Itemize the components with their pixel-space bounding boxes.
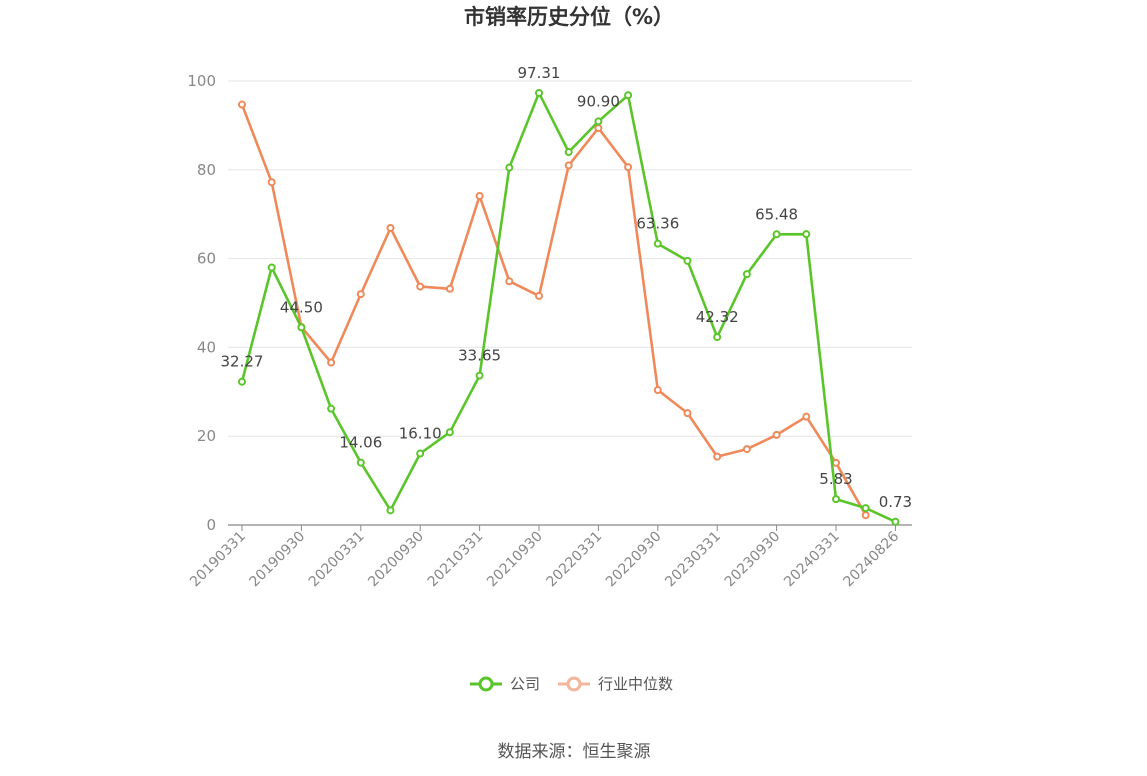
data-point-industry-median[interactable] bbox=[861, 511, 870, 520]
data-point-industry-median[interactable] bbox=[772, 430, 781, 439]
legend-item-industry-median[interactable]: 行业中位数 bbox=[558, 675, 673, 693]
data-point-industry-median[interactable] bbox=[386, 223, 395, 232]
data-point-company[interactable] bbox=[475, 371, 484, 380]
x-tick-label: 20230930 bbox=[722, 529, 784, 591]
data-point-company[interactable] bbox=[535, 88, 543, 97]
chart-title: 市销率历史分位（%） bbox=[464, 5, 674, 29]
series-line-industry-median bbox=[240, 104, 867, 516]
x-tick-label: 20230331 bbox=[662, 529, 724, 591]
data-point-company[interactable] bbox=[327, 404, 336, 413]
legend-marker-industry-median bbox=[566, 676, 582, 692]
data-point-company[interactable] bbox=[772, 230, 781, 239]
data-point-industry-median[interactable] bbox=[742, 445, 751, 454]
data-label: 32.27 bbox=[221, 353, 264, 371]
x-tick-label: 20200331 bbox=[306, 529, 368, 591]
x-tick-label: 20190930 bbox=[247, 529, 309, 591]
data-point-industry-median[interactable] bbox=[416, 282, 425, 291]
data-point-company[interactable] bbox=[832, 495, 840, 504]
legend-item-company[interactable]: 公司 bbox=[470, 675, 540, 693]
data-point-company[interactable] bbox=[713, 333, 722, 342]
data-point-industry-median[interactable] bbox=[238, 100, 246, 109]
data-point-company[interactable] bbox=[742, 270, 751, 279]
data-label: 97.31 bbox=[518, 64, 561, 82]
data-point-industry-median[interactable] bbox=[445, 284, 454, 293]
data-point-industry-median[interactable] bbox=[832, 458, 840, 467]
data-point-company[interactable] bbox=[297, 323, 306, 332]
y-tick-label: 20 bbox=[197, 427, 216, 445]
y-tick-label: 60 bbox=[197, 250, 216, 268]
legend-label-industry-median: 行业中位数 bbox=[598, 675, 673, 693]
data-point-company[interactable] bbox=[891, 517, 900, 526]
data-point-company[interactable] bbox=[802, 230, 811, 239]
data-point-industry-median[interactable] bbox=[356, 290, 365, 299]
data-point-industry-median[interactable] bbox=[535, 291, 543, 300]
data-point-industry-median[interactable] bbox=[267, 178, 276, 187]
legend-marker-company bbox=[478, 676, 494, 692]
data-point-company[interactable] bbox=[238, 377, 246, 386]
data-label: 63.36 bbox=[636, 215, 679, 233]
data-point-company[interactable] bbox=[861, 504, 870, 513]
data-point-company[interactable] bbox=[653, 239, 662, 248]
data-point-company[interactable] bbox=[564, 148, 573, 157]
data-point-industry-median[interactable] bbox=[564, 161, 573, 170]
legend[interactable]: 公司 行业中位数 bbox=[470, 675, 673, 693]
x-tick-label: 20210331 bbox=[425, 529, 487, 591]
data-point-company[interactable] bbox=[356, 458, 365, 467]
data-point-company[interactable] bbox=[386, 506, 395, 515]
data-point-industry-median[interactable] bbox=[505, 277, 514, 286]
data-labels: 32.27 44.50 14.06 16.10 33.65 97.31 90.90 63.36… bbox=[221, 64, 913, 511]
data-point-company[interactable] bbox=[683, 256, 692, 265]
data-label: 42.32 bbox=[696, 308, 739, 326]
data-source: 数据来源：恒生聚源 bbox=[498, 742, 651, 762]
data-point-company[interactable] bbox=[624, 91, 633, 100]
data-point-industry-median[interactable] bbox=[802, 412, 811, 421]
y-tick-label: 40 bbox=[197, 338, 216, 356]
data-point-company[interactable] bbox=[594, 117, 603, 126]
x-tick-label: 20220930 bbox=[603, 529, 665, 591]
data-point-industry-median[interactable] bbox=[624, 163, 633, 172]
data-label: 16.10 bbox=[399, 425, 442, 443]
x-tick-label: 20220331 bbox=[544, 529, 606, 591]
series-line-company bbox=[240, 91, 896, 523]
x-axis: 2019033120190930202003312020093020210331… bbox=[187, 524, 912, 591]
y-axis-ticks: 0 20 40 60 80 100 bbox=[187, 72, 216, 534]
x-tick-label: 20240826 bbox=[841, 528, 903, 590]
data-label: 5.83 bbox=[819, 470, 852, 488]
data-point-industry-median[interactable] bbox=[594, 124, 603, 133]
y-tick-label: 100 bbox=[187, 72, 216, 90]
legend-label-company: 公司 bbox=[510, 675, 540, 693]
x-tick-label: 20200930 bbox=[365, 529, 427, 591]
x-tick-label: 20210930 bbox=[484, 529, 546, 591]
grid bbox=[228, 80, 912, 437]
data-point-company[interactable] bbox=[505, 163, 514, 172]
data-point-industry-median[interactable] bbox=[683, 409, 692, 418]
data-point-company[interactable] bbox=[267, 263, 276, 272]
data-point-industry-median[interactable] bbox=[475, 191, 484, 200]
y-tick-label: 0 bbox=[206, 516, 216, 534]
data-point-company[interactable] bbox=[416, 449, 425, 458]
series-layer bbox=[238, 88, 900, 526]
x-tick-label: 20190331 bbox=[187, 529, 249, 591]
y-tick-label: 80 bbox=[197, 161, 216, 179]
data-point-company[interactable] bbox=[445, 428, 454, 437]
data-point-industry-median[interactable] bbox=[713, 452, 722, 461]
data-label: 65.48 bbox=[755, 205, 798, 223]
data-label: 44.50 bbox=[280, 298, 323, 316]
data-label: 33.65 bbox=[458, 347, 501, 365]
data-point-industry-median[interactable] bbox=[327, 358, 336, 367]
data-label: 0.73 bbox=[879, 493, 912, 511]
data-label: 90.90 bbox=[577, 92, 620, 110]
data-label: 14.06 bbox=[339, 434, 382, 452]
x-tick-label: 20240331 bbox=[781, 529, 843, 591]
data-point-industry-median[interactable] bbox=[653, 386, 662, 395]
